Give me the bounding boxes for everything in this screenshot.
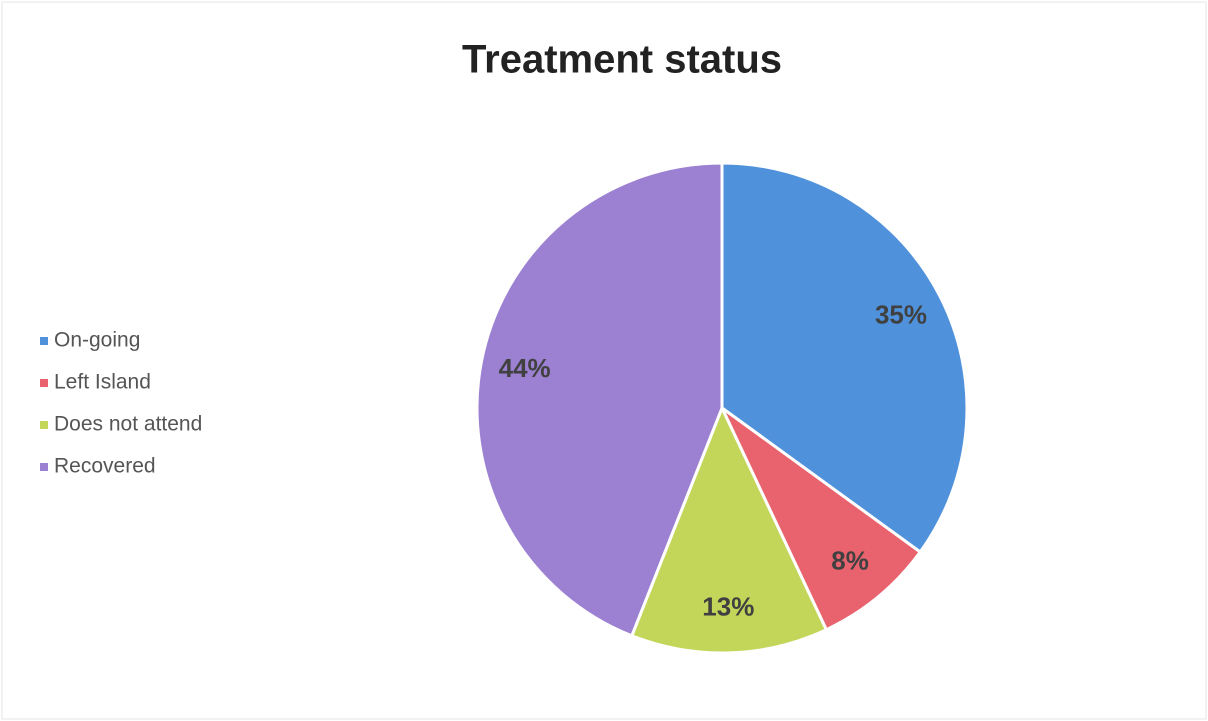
legend-swatch — [40, 337, 48, 345]
slice-label: 44% — [499, 353, 551, 383]
legend-label: Recovered — [54, 455, 156, 478]
legend-swatch — [40, 379, 48, 387]
pie-slice — [720, 406, 923, 632]
slice-label: 35% — [875, 300, 927, 330]
slice-label: 13% — [702, 592, 754, 622]
pie-slice — [629, 404, 829, 655]
legend-swatch — [40, 463, 48, 471]
legend-swatch — [40, 421, 48, 429]
legend-label: On-going — [54, 329, 140, 352]
pie-slice — [720, 161, 969, 555]
pie-slice — [475, 161, 724, 638]
slice-label: 8% — [831, 546, 869, 576]
legend-label: Left Island — [54, 371, 151, 394]
legend-label: Does not attend — [54, 413, 202, 436]
chart-title: Treatment status — [462, 38, 782, 82]
